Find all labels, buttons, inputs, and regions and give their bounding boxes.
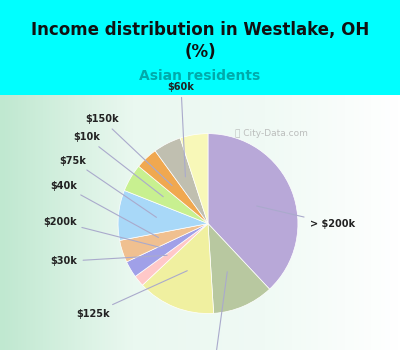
Wedge shape bbox=[142, 224, 214, 314]
Text: ⓘ City-Data.com: ⓘ City-Data.com bbox=[234, 129, 307, 138]
Text: Asian residents: Asian residents bbox=[139, 69, 261, 83]
Wedge shape bbox=[208, 224, 270, 313]
Text: $60k: $60k bbox=[168, 82, 194, 177]
Text: $40k: $40k bbox=[51, 181, 158, 238]
Text: $10k: $10k bbox=[73, 132, 163, 197]
Text: > $200k: > $200k bbox=[257, 206, 355, 229]
Wedge shape bbox=[118, 190, 208, 240]
Wedge shape bbox=[208, 134, 298, 289]
Text: $75k: $75k bbox=[60, 156, 156, 217]
Wedge shape bbox=[155, 138, 208, 224]
Wedge shape bbox=[135, 224, 208, 285]
Text: $150k: $150k bbox=[85, 114, 172, 186]
Wedge shape bbox=[124, 166, 208, 224]
Wedge shape bbox=[120, 224, 208, 262]
Wedge shape bbox=[180, 134, 208, 224]
Text: $30k: $30k bbox=[51, 255, 167, 266]
Text: $100k: $100k bbox=[198, 272, 232, 350]
Wedge shape bbox=[127, 224, 208, 276]
Text: Income distribution in Westlake, OH
(%): Income distribution in Westlake, OH (%) bbox=[31, 21, 369, 61]
Wedge shape bbox=[139, 151, 208, 224]
Text: $125k: $125k bbox=[76, 271, 187, 318]
Text: $200k: $200k bbox=[43, 217, 163, 248]
